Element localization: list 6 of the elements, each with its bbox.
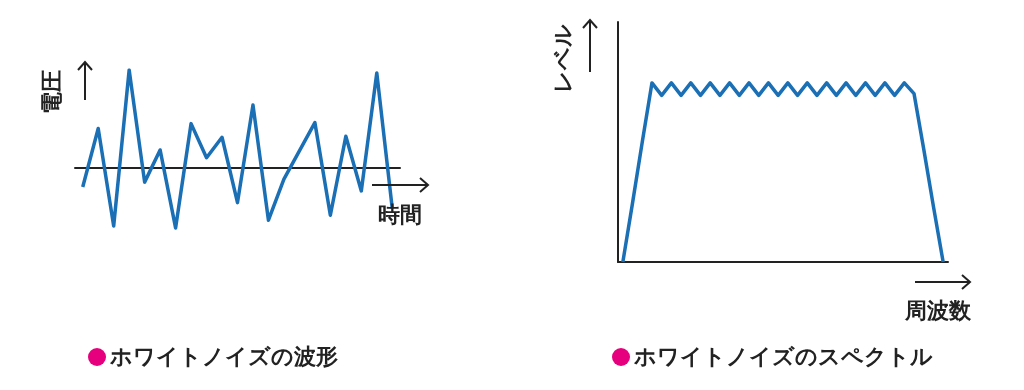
- y-axis-title: レベル: [548, 23, 575, 93]
- y-axis-title: 電圧: [38, 70, 65, 114]
- x-axis-title: 時間: [378, 201, 422, 229]
- text: ホワイトノイズの波形: [110, 343, 338, 371]
- x-axis-title: 周波数: [905, 297, 971, 325]
- text: ホワイトノイズのスペクトル: [634, 343, 933, 371]
